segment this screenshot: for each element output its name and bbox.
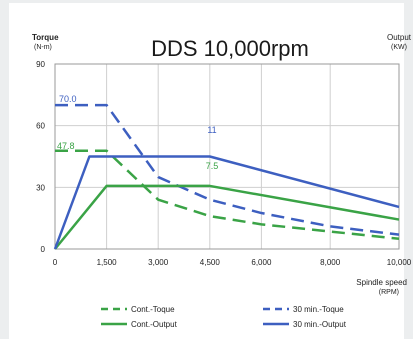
x-tick-label: 1,500 [97, 258, 118, 267]
series-line-30-min-toque [55, 103, 400, 236]
data-label-47-8: 47.8 [57, 141, 75, 151]
y-tick-label: 90 [36, 60, 45, 69]
x-tick-label: 6,000 [251, 258, 272, 267]
x-axis-unit: (RPM) [379, 289, 399, 296]
series-line-cont-toque [55, 149, 400, 240]
right-axis-unit: (KW) [391, 44, 407, 51]
x-tick-label: 0 [53, 258, 58, 267]
x-axis-label: Spindle speed [356, 278, 407, 287]
chart-svg: DDS 10,000rpm Torque (N-m) Output (KW) 0 30 60 9… [32, 33, 412, 329]
left-axis-label: Torque [32, 33, 59, 42]
left-axis-unit: (N-m) [34, 44, 52, 51]
series-line-30-min-output [53, 155, 400, 250]
y-tick-label: 30 [36, 183, 45, 192]
x-tick-label: 4,500 [200, 258, 221, 267]
legend-label: 30 min.-Output [293, 320, 347, 329]
legend-label: Cont.-Output [131, 320, 178, 329]
data-label-70: 70.0 [59, 94, 77, 104]
data-label-7-5: 7.5 [206, 161, 219, 171]
series-line-cont-output [54, 184, 400, 250]
legend-label: Cont.-Toque [131, 305, 175, 314]
x-tick-label: 10,000 [387, 258, 412, 267]
y-tick-label: 60 [36, 122, 45, 131]
x-tick-label: 8,000 [320, 258, 341, 267]
chart-title: DDS 10,000rpm [151, 36, 309, 61]
x-tick-label: 3,000 [148, 258, 169, 267]
legend-label: 30 min.-Toque [293, 305, 344, 314]
right-axis-label: Output [387, 33, 412, 42]
plot-frame [54, 63, 400, 250]
data-label-11: 11 [207, 125, 216, 135]
y-tick-label: 0 [41, 245, 46, 254]
